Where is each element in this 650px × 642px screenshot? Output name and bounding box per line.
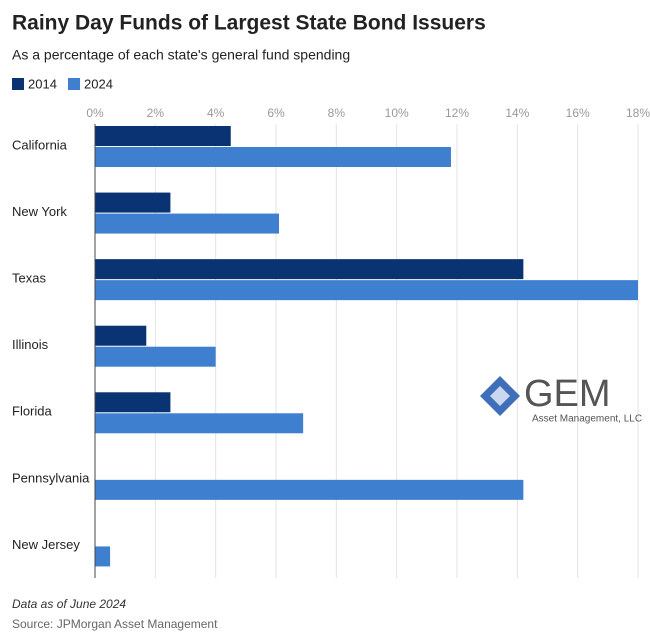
x-tick-label: 18% bbox=[626, 106, 650, 120]
bar bbox=[95, 325, 147, 346]
bar bbox=[95, 147, 451, 167]
x-tick-label: 16% bbox=[566, 106, 590, 120]
source: Source: JPMorgan Asset Management bbox=[12, 617, 218, 631]
logo-name: GEM bbox=[524, 373, 611, 415]
x-tick-label: 0% bbox=[86, 106, 104, 120]
bar bbox=[95, 126, 231, 146]
y-tick-label: Pennsylvania bbox=[12, 470, 90, 485]
x-tick-label: 12% bbox=[445, 106, 469, 120]
y-tick-label: Illinois bbox=[12, 337, 49, 352]
y-tick-label: Florida bbox=[12, 404, 53, 419]
bar bbox=[95, 392, 171, 413]
x-tick-label: 2% bbox=[147, 106, 165, 120]
note: Data as of June 2024 bbox=[12, 597, 126, 611]
bar bbox=[95, 479, 524, 500]
x-tick-label: 6% bbox=[267, 106, 285, 120]
bar bbox=[95, 546, 111, 567]
bar bbox=[95, 259, 524, 280]
logo: GEM Asset Management, LLC bbox=[480, 373, 642, 425]
chart-title: Rainy Day Funds of Largest State Bond Is… bbox=[12, 12, 486, 35]
bar bbox=[95, 346, 216, 367]
y-tick-label: California bbox=[12, 137, 68, 152]
y-tick-label: Texas bbox=[12, 271, 46, 286]
legend-label: 2024 bbox=[84, 76, 113, 91]
legend-swatch bbox=[12, 78, 24, 90]
bar bbox=[95, 413, 304, 434]
bar bbox=[95, 280, 638, 301]
bar bbox=[95, 192, 171, 213]
x-tick-label: 14% bbox=[505, 106, 529, 120]
logo-tagline: Asset Management, LLC bbox=[532, 414, 642, 425]
legend-swatch bbox=[68, 78, 80, 90]
bar bbox=[95, 213, 280, 234]
chart-subtitle: As a percentage of each state's general … bbox=[12, 47, 350, 63]
y-tick-label: New Jersey bbox=[12, 537, 80, 552]
logo-icon-inner bbox=[490, 386, 510, 406]
x-tick-label: 4% bbox=[207, 106, 225, 120]
y-tick-label: New York bbox=[12, 204, 67, 219]
legend-label: 2014 bbox=[28, 76, 57, 91]
x-tick-label: 8% bbox=[328, 106, 346, 120]
x-tick-label: 10% bbox=[385, 106, 409, 120]
